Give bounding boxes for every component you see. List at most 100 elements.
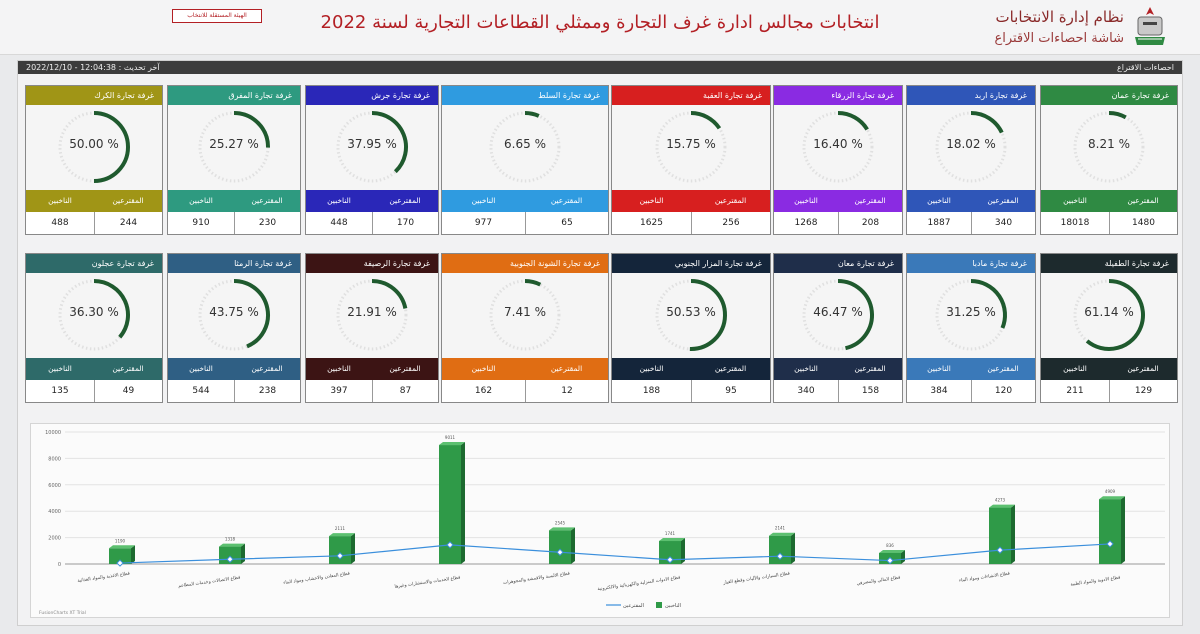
card-values: 87 397 <box>306 380 438 402</box>
eligible-label: الناخبين <box>1063 364 1087 373</box>
eligible-count: 1625 <box>640 218 663 228</box>
card-labels: المقترعين الناخبين <box>612 190 770 212</box>
eligible-count: 977 <box>474 218 493 228</box>
gauge-track <box>489 279 561 351</box>
last-update: آخر تحديث : 12:04:38 - 2022/12/10 <box>26 63 160 72</box>
x-category-label: قطاع الادوية والمواد الطبية <box>1070 576 1120 588</box>
eligible-label: الناخبين <box>639 364 664 373</box>
card-labels: المقترعين الناخبين <box>442 358 608 380</box>
chart-credit: FusionCharts XT Trial <box>39 610 86 616</box>
bar <box>989 507 1011 564</box>
chamber-card: غرفة تجارة عجلون 36.30 % المقترعين الناخبين… <box>25 253 163 403</box>
voters-point <box>556 548 564 556</box>
card-values: 238 544 <box>168 380 300 402</box>
voters-label: المقترعين <box>714 364 747 373</box>
card-values: 208 1268 <box>774 212 902 234</box>
bar-side <box>241 543 245 564</box>
gauge-arc <box>371 279 408 309</box>
chamber-name: غرفة تجارة الطفيلة <box>1041 254 1177 273</box>
chamber-card: غرفة تجارة اربد 18.02 % المقترعين الناخبين 3… <box>906 85 1036 235</box>
turnout-gauge <box>935 111 1007 183</box>
chamber-name: غرفة تجارة عمان <box>1041 86 1177 105</box>
voters-count: 170 <box>372 212 438 234</box>
gauge-area: 36.30 % <box>26 273 162 358</box>
voters-label: المقترعين <box>389 364 421 373</box>
eligible-count: 384 <box>930 386 948 396</box>
voters-label: المقترعين <box>112 364 144 373</box>
voters-count: 87 <box>372 380 438 402</box>
card-labels: المقترعين الناخبين <box>907 190 1035 212</box>
voters-count: 65 <box>525 212 608 234</box>
eligible-label: الناخبين <box>471 364 496 373</box>
chamber-card: غرفة تجارة الزرقاء 16.40 % المقترعين الناخب… <box>773 85 903 235</box>
gauge-track <box>655 111 727 183</box>
x-category-label: قطاع الاغذية والمواد الغذائية <box>77 572 130 584</box>
voters-point <box>336 552 344 560</box>
card-values: 256 1625 <box>612 212 770 234</box>
card-values: 244 488 <box>26 212 162 234</box>
turnout-gauge <box>336 279 408 351</box>
chamber-name: غرفة تجارة المفرق <box>168 86 300 105</box>
card-labels: المقترعين الناخبين <box>168 358 300 380</box>
y-tick-label: 2000 <box>48 536 61 542</box>
voters-point <box>996 546 1004 554</box>
gauge-area: 37.95 % <box>306 105 438 190</box>
eligible-count: 211 <box>1066 386 1084 396</box>
voters-point <box>666 556 674 564</box>
voters-count: 1480 <box>1109 212 1177 234</box>
sectors-chart-svg: 10000 8000 6000 4000 2000 0 1190 قطاع الاغذية و… <box>39 430 1165 616</box>
voters-count: 158 <box>838 380 902 402</box>
screen-subtitle: شاشة احصاءات الاقتراع <box>994 31 1124 46</box>
card-values: 65 977 <box>442 212 608 234</box>
chamber-name: غرفة تجارة السلط <box>442 86 608 105</box>
turnout-gauge <box>58 111 130 183</box>
eligible-count: 397 <box>330 386 348 396</box>
chamber-name: غرفة تجارة مادبا <box>907 254 1035 273</box>
bar-value-label: 836 <box>886 543 894 548</box>
gauge-area: 61.14 % <box>1041 273 1177 358</box>
eligible-label: الناخبين <box>794 364 818 373</box>
voters-count: 49 <box>94 380 162 402</box>
card-values: 170 448 <box>306 212 438 234</box>
bar-value-label: 2111 <box>335 526 346 531</box>
bar <box>659 541 681 564</box>
bar-top <box>659 538 685 542</box>
voters-label: المقترعين <box>854 364 886 373</box>
eligible-count: 544 <box>192 386 210 396</box>
card-labels: المقترعين الناخبين <box>907 358 1035 380</box>
chamber-card: غرفة تجارة مادبا 31.25 % المقترعين الناخبين… <box>906 253 1036 403</box>
chamber-card: غرفة تجارة العقبة 15.75 % المقترعين الناخبي… <box>611 85 771 235</box>
turnout-percent: 25.27 % <box>209 137 259 151</box>
eligible-count: 448 <box>330 218 348 228</box>
voting-stats-panel: احصاءات الاقتراع آخر تحديث : 12:04:38 - … <box>17 60 1183 626</box>
voters-label: المقترعين <box>987 364 1019 373</box>
voters-count: 95 <box>691 380 770 402</box>
voters-label: المقترعين <box>854 196 886 205</box>
turnout-percent: 36.30 % <box>69 305 119 319</box>
chamber-name: غرفة تجارة اربد <box>907 86 1035 105</box>
legend-eligible: الناخبين <box>665 603 681 609</box>
voters-count: 244 <box>94 212 162 234</box>
card-labels: المقترعين الناخبين <box>306 358 438 380</box>
turnout-percent: 8.21 % <box>1088 137 1130 151</box>
bar-top <box>879 549 905 553</box>
chamber-card: غرفة تجارة جرش 37.95 % المقترعين الناخبين 17… <box>305 85 439 235</box>
chamber-card: غرفة تجارة الكرك 50.00 % المقترعين الناخبين… <box>25 85 163 235</box>
chamber-name: غرفة تجارة جرش <box>306 86 438 105</box>
turnout-percent: 50.53 % <box>666 305 716 319</box>
chamber-name: غرفة تجارة الرمثا <box>168 254 300 273</box>
card-values: 95 188 <box>612 380 770 402</box>
system-title: نظام إدارة الانتخابات <box>995 8 1124 26</box>
turnout-gauge <box>1073 279 1145 351</box>
gauge-track <box>336 279 408 351</box>
chamber-name: غرفة تجارة العقبة <box>612 86 770 105</box>
voters-count: 120 <box>971 380 1035 402</box>
bar-top <box>1099 496 1125 500</box>
gauge-area: 6.65 % <box>442 105 608 190</box>
independent-commission-button[interactable]: الهيئة المستقلة للانتخاب <box>172 9 262 23</box>
bar-side <box>131 545 135 564</box>
gauge-area: 18.02 % <box>907 105 1035 190</box>
bar <box>1099 499 1121 564</box>
card-labels: المقترعين الناخبين <box>26 358 162 380</box>
gauge-arc <box>233 279 270 349</box>
